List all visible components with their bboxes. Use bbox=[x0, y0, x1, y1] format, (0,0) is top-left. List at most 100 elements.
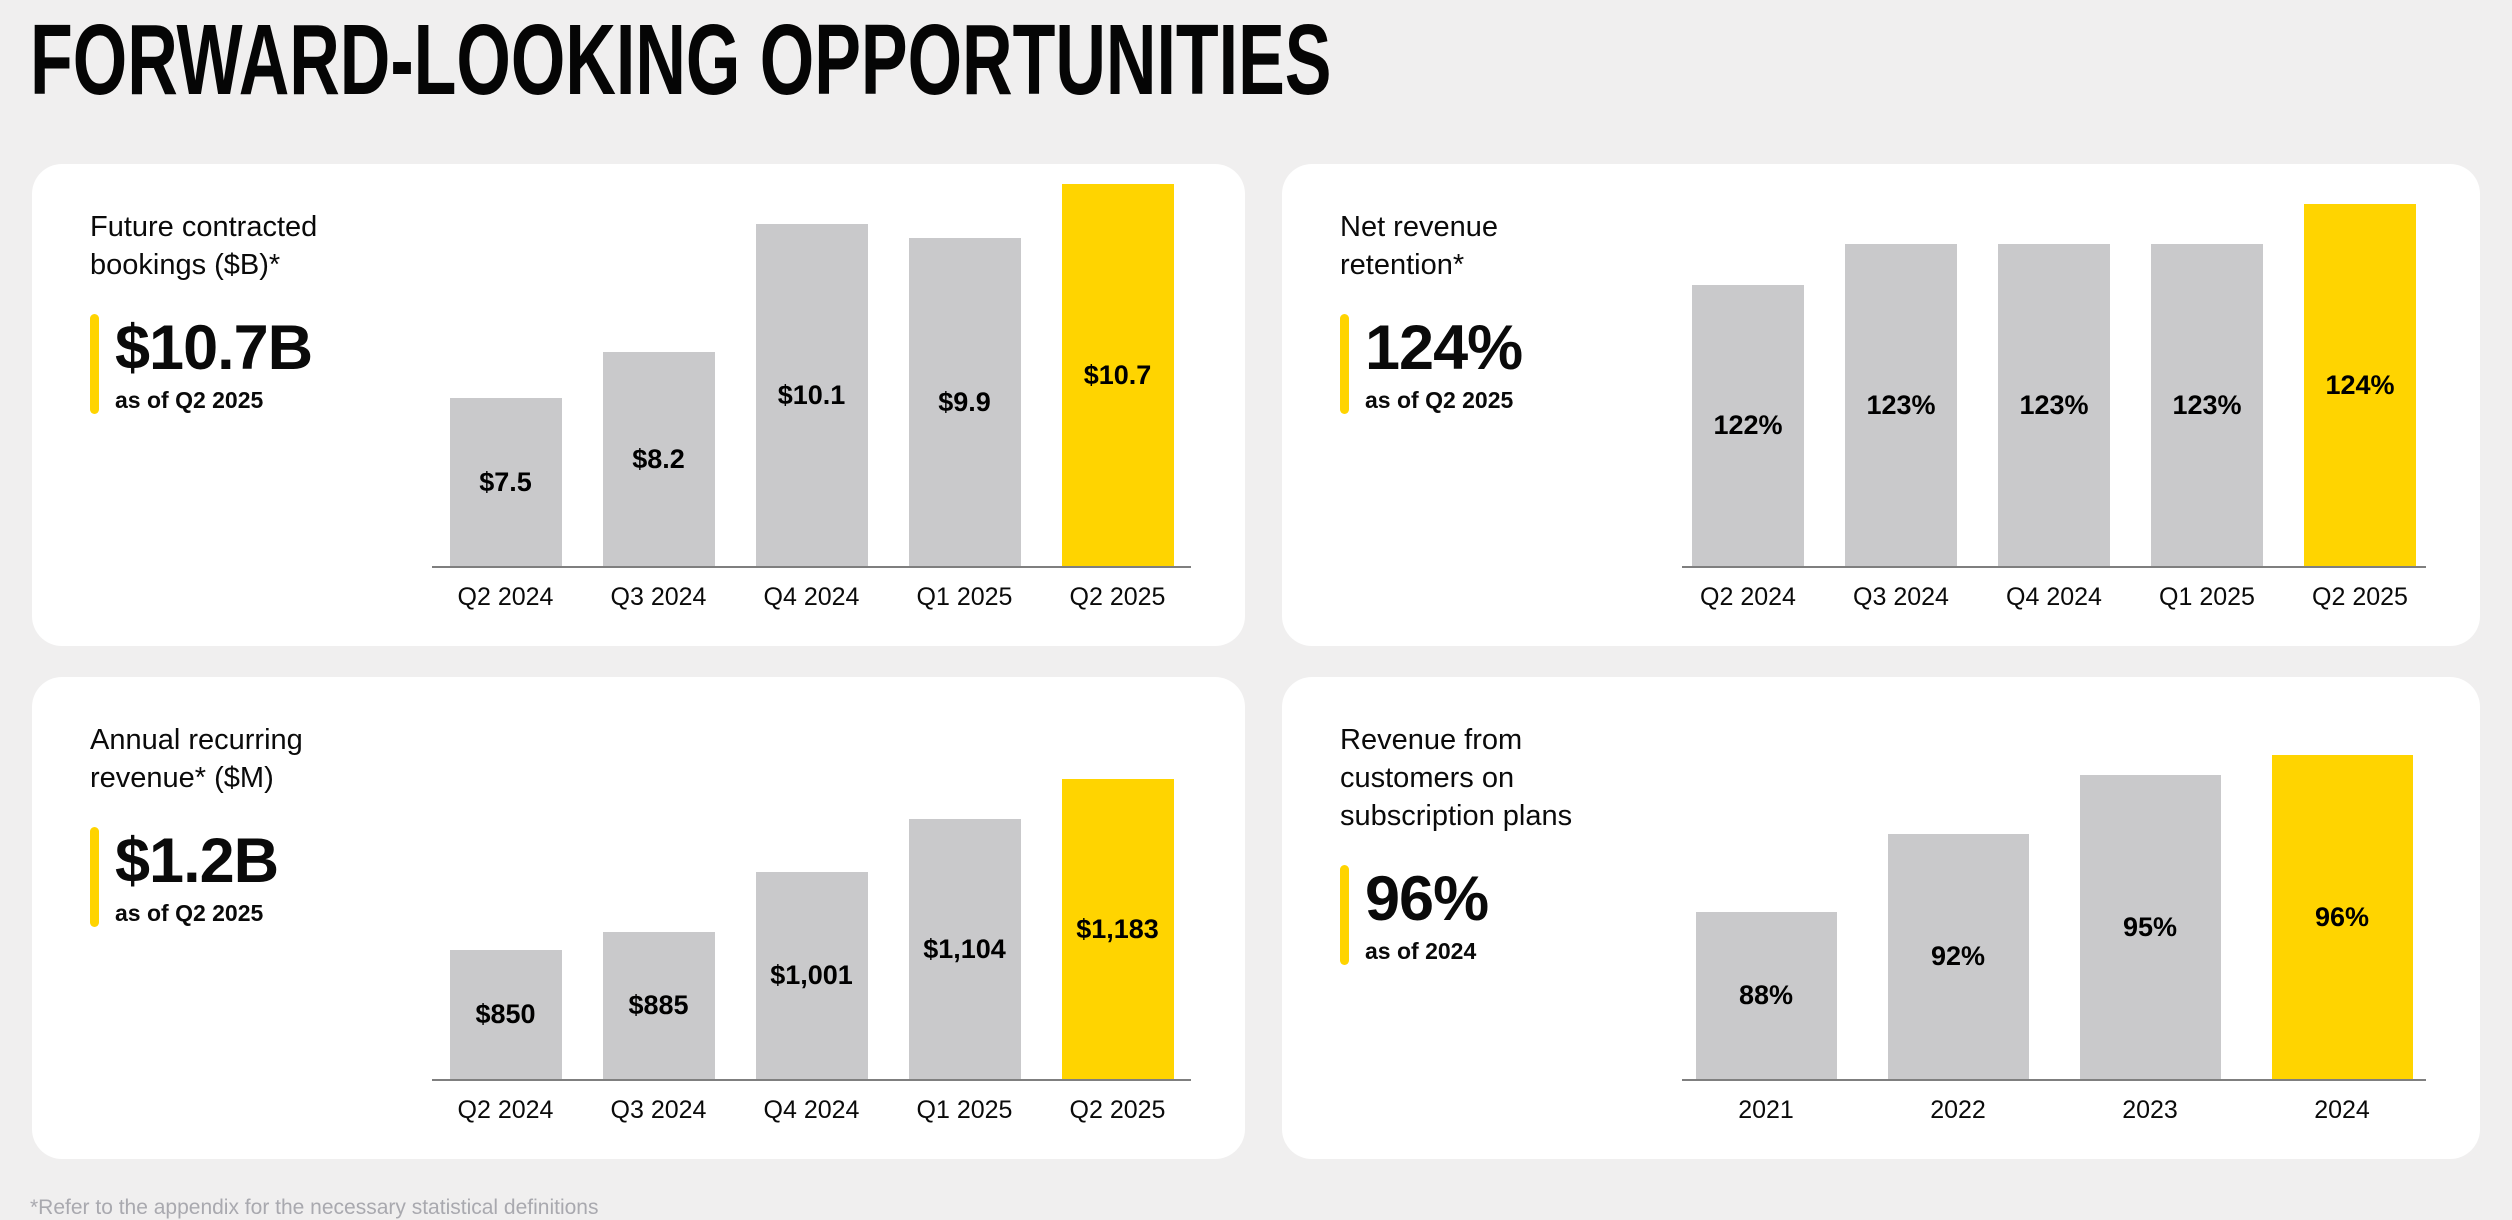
panel-title-line: subscription plans bbox=[1340, 800, 1573, 832]
stat-text: $1.2B as of Q2 2025 bbox=[115, 826, 279, 927]
x-axis-label: 2021 bbox=[1738, 1096, 1794, 1124]
x-axis-label: Q1 2025 bbox=[916, 1096, 1013, 1124]
stat-value: 124% bbox=[1365, 313, 1523, 383]
chart-annual-recurring-revenue: $850 $885 $1,001 $1,104 $1,183 Q2 2024 Q3 2024… bbox=[432, 677, 1245, 1159]
stat-accent-bar bbox=[1340, 865, 1349, 966]
stat-accent-bar bbox=[1340, 314, 1349, 415]
stat-block: $1.2B as of Q2 2025 bbox=[90, 826, 432, 928]
stat-block: 124% as of Q2 2025 bbox=[1340, 313, 1682, 415]
bar: $9.9 bbox=[908, 238, 1021, 566]
panel-card-annual-recurring-revenue: Annual recurring revenue* ($M) $1.2B as of … bbox=[32, 677, 1245, 1159]
bar-value-label: 123% bbox=[1866, 389, 1936, 420]
x-axis-label: Q2 2024 bbox=[457, 583, 554, 611]
bar: $8.2 bbox=[602, 352, 715, 566]
bar-value-label: 122% bbox=[1713, 410, 1783, 440]
bar-value-label: $1,104 bbox=[923, 933, 1006, 964]
stat-accent-bar bbox=[90, 827, 99, 928]
bar-value-label: $10.7 bbox=[1083, 359, 1152, 390]
x-axis-label: Q3 2024 bbox=[610, 1096, 707, 1124]
bar: 95% bbox=[2079, 775, 2221, 1079]
x-axis-labels: Q2 2024 Q3 2024 Q4 2024 Q1 2025 Q2 2025 bbox=[432, 1096, 1191, 1125]
footnote: *Refer to the appendix for the necessary… bbox=[30, 1196, 599, 1219]
bar-highlighted: 124% bbox=[2304, 204, 2416, 566]
panel-title: Revenue from customers on subscription pla… bbox=[1340, 721, 1682, 835]
x-axis-labels: Q2 2024 Q3 2024 Q4 2024 Q1 2025 Q2 2025 bbox=[432, 583, 1191, 612]
chart-future-contracted-bookings: $7.5 $8.2 $10.1 $9.9 $10.7 Q2 2024 Q3 2024 Q4 2… bbox=[432, 164, 1245, 646]
x-axis-label: Q4 2024 bbox=[2006, 583, 2102, 611]
bar-value-label: 88% bbox=[1738, 980, 1794, 1010]
stat-block: 96% as of 2024 bbox=[1340, 864, 1682, 966]
panel-title-line: Annual recurring bbox=[90, 724, 303, 756]
x-axis-label: Q3 2024 bbox=[1853, 583, 1949, 611]
bar-value-label: 124% bbox=[2325, 369, 2395, 400]
bar-value-label: 123% bbox=[2019, 389, 2089, 420]
stat-value: $1.2B bbox=[115, 826, 279, 896]
panel-title-line: customers on bbox=[1340, 762, 1515, 794]
bar-value-label: 92% bbox=[1930, 941, 1986, 971]
panel-title-line: retention* bbox=[1340, 249, 1465, 281]
bar-value-label: $1,183 bbox=[1076, 913, 1159, 944]
bar: 123% bbox=[2151, 244, 2263, 566]
bar: 123% bbox=[1845, 244, 1957, 566]
bar: $850 bbox=[449, 950, 562, 1079]
stat-caption: as of Q2 2025 bbox=[115, 900, 264, 927]
x-axis-label: 2023 bbox=[2122, 1096, 2178, 1124]
bar-value-label: 96% bbox=[2314, 901, 2370, 932]
chart-plot-area: $7.5 $8.2 $10.1 $9.9 $10.7 bbox=[432, 164, 1191, 568]
stat-value: $10.7B bbox=[115, 313, 313, 383]
bar-highlighted: 96% bbox=[2271, 755, 2413, 1079]
x-axis-label: Q2 2025 bbox=[2312, 583, 2408, 611]
panel-title-line: bookings ($B)* bbox=[90, 249, 281, 281]
bar-highlighted: $1,183 bbox=[1061, 779, 1174, 1079]
x-axis-label: Q2 2025 bbox=[1069, 583, 1166, 611]
bar-value-label: $850 bbox=[475, 999, 536, 1029]
x-axis-label: Q1 2025 bbox=[916, 583, 1013, 611]
panel-text-column: Net revenue retention* 124% as of Q2 2025 bbox=[1282, 164, 1682, 646]
panel-title: Future contracted bookings ($B)* bbox=[90, 208, 432, 284]
panel-text-column: Future contracted bookings ($B)* $10.7B as … bbox=[32, 164, 432, 646]
panel-text-column: Annual recurring revenue* ($M) $1.2B as of … bbox=[32, 677, 432, 1159]
stat-caption: as of Q2 2025 bbox=[115, 387, 264, 414]
x-axis-label: Q2 2025 bbox=[1069, 1096, 1166, 1124]
panel-title-line: revenue* ($M) bbox=[90, 762, 274, 794]
stat-text: 124% as of Q2 2025 bbox=[1365, 313, 1523, 414]
stat-text: 96% as of 2024 bbox=[1365, 864, 1489, 965]
bar: $7.5 bbox=[449, 398, 562, 566]
x-axis-label: Q2 2024 bbox=[457, 1096, 554, 1124]
chart-subscription-revenue: 88% 92% 95% 96% 2021 2022 2023 2024 bbox=[1682, 677, 2480, 1159]
chart-net-revenue-retention: 122% 123% 123% 123% 124% Q2 2024 Q3 2024 Q4 202… bbox=[1682, 164, 2480, 646]
panel-title-line: Future contracted bbox=[90, 211, 318, 243]
stat-text: $10.7B as of Q2 2025 bbox=[115, 313, 313, 414]
bar-value-label: $1,001 bbox=[770, 960, 853, 990]
bar-value-label: $7.5 bbox=[479, 466, 532, 497]
x-axis-label: Q4 2024 bbox=[763, 1096, 860, 1124]
x-axis-label: 2024 bbox=[2314, 1096, 2370, 1124]
bar: 123% bbox=[1998, 244, 2110, 566]
x-axis-labels: Q2 2024 Q3 2024 Q4 2024 Q1 2025 Q2 2025 bbox=[1682, 583, 2426, 612]
panel-text-column: Revenue from customers on subscription pla… bbox=[1282, 677, 1682, 1159]
panels-grid: Future contracted bookings ($B)* $10.7B as … bbox=[32, 164, 2480, 1159]
bar: $10.1 bbox=[755, 224, 868, 566]
x-axis-label: Q2 2024 bbox=[1700, 583, 1796, 611]
stat-block: $10.7B as of Q2 2025 bbox=[90, 313, 432, 415]
x-axis-label: Q4 2024 bbox=[763, 583, 860, 611]
stat-caption: as of 2024 bbox=[1365, 938, 1477, 965]
bar: $1,001 bbox=[755, 872, 868, 1079]
bar-value-label: 123% bbox=[2172, 389, 2242, 420]
panel-title: Annual recurring revenue* ($M) bbox=[90, 721, 432, 797]
chart-plot-area: 88% 92% 95% 96% bbox=[1682, 677, 2426, 1081]
panel-title: Net revenue retention* bbox=[1340, 208, 1682, 284]
bar-value-label: $885 bbox=[628, 990, 689, 1020]
x-axis-label: Q3 2024 bbox=[610, 583, 707, 611]
panel-title-line: Net revenue bbox=[1340, 211, 1498, 243]
bar: 122% bbox=[1692, 285, 1804, 566]
bar: $1,104 bbox=[908, 819, 1021, 1079]
bar-value-label: $9.9 bbox=[938, 386, 991, 417]
bar: 92% bbox=[1887, 834, 2029, 1079]
slide-title: FORWARD-LOOKING OPPORTUNITIES bbox=[30, 4, 1332, 116]
chart-plot-area: $850 $885 $1,001 $1,104 $1,183 bbox=[432, 677, 1191, 1081]
bar: 88% bbox=[1695, 912, 1837, 1079]
panel-card-net-revenue-retention: Net revenue retention* 124% as of Q2 2025 12… bbox=[1282, 164, 2480, 646]
panel-card-subscription-revenue: Revenue from customers on subscription pla… bbox=[1282, 677, 2480, 1159]
stat-value: 96% bbox=[1365, 864, 1489, 934]
